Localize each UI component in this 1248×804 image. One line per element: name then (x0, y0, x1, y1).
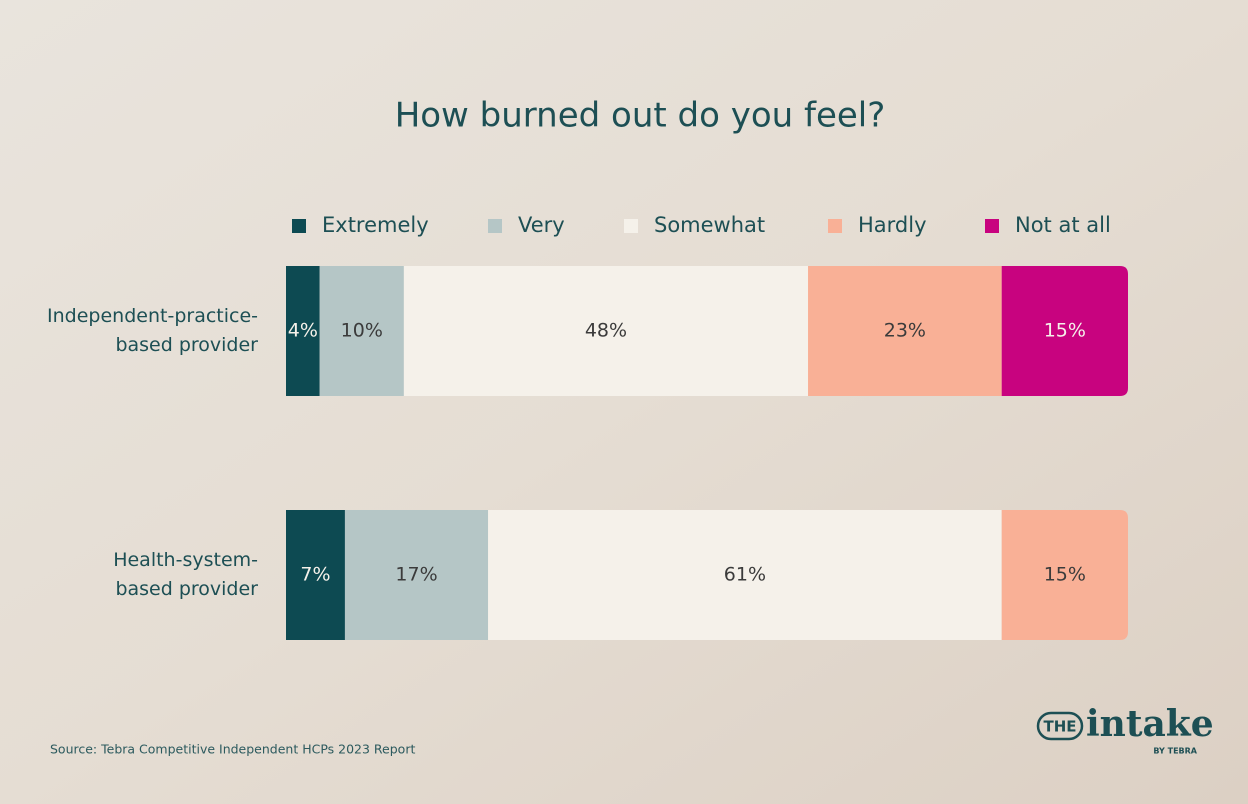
legend-swatch (624, 219, 638, 233)
category-label: Independent-practice- based provider (47, 305, 258, 356)
category-label: Health-system- based provider (113, 549, 258, 600)
value-label: 48% (585, 320, 627, 342)
value-label: 17% (395, 564, 437, 586)
legend-swatch (292, 219, 306, 233)
legend-label: Hardly (858, 213, 927, 237)
legend-label: Somewhat (654, 213, 765, 237)
bar-segment (808, 266, 1002, 396)
source-note: Source: Tebra Competitive Independent HC… (50, 742, 415, 757)
legend-label: Not at all (1015, 213, 1111, 237)
legend-label: Extremely (322, 213, 429, 237)
value-label: 10% (341, 320, 383, 342)
logo-mark: THE (1043, 718, 1076, 736)
value-label: 61% (724, 564, 766, 586)
value-label: 4% (288, 320, 318, 342)
logo-by: BY TEBRA (1153, 747, 1197, 756)
bar-segment (286, 510, 345, 640)
bar-segment (1001, 266, 1128, 396)
value-label: 23% (884, 320, 926, 342)
chart-title: How burned out do you feel? (395, 96, 886, 136)
bar-segment (488, 510, 1002, 640)
logo-pill (1036, 711, 1084, 741)
legend-swatch (828, 219, 842, 233)
bar-segment (344, 510, 489, 640)
bar-segment (403, 266, 809, 396)
value-label: 7% (300, 564, 330, 586)
value-label: 15% (1044, 320, 1086, 342)
legend-swatch (488, 219, 502, 233)
legend-swatch (985, 219, 999, 233)
logo-name: intake (1086, 703, 1214, 745)
bar-segment (1001, 510, 1128, 640)
bar-segment (319, 266, 404, 396)
bar-segment (286, 266, 320, 396)
value-label: 15% (1044, 564, 1086, 586)
legend-label: Very (518, 213, 565, 237)
